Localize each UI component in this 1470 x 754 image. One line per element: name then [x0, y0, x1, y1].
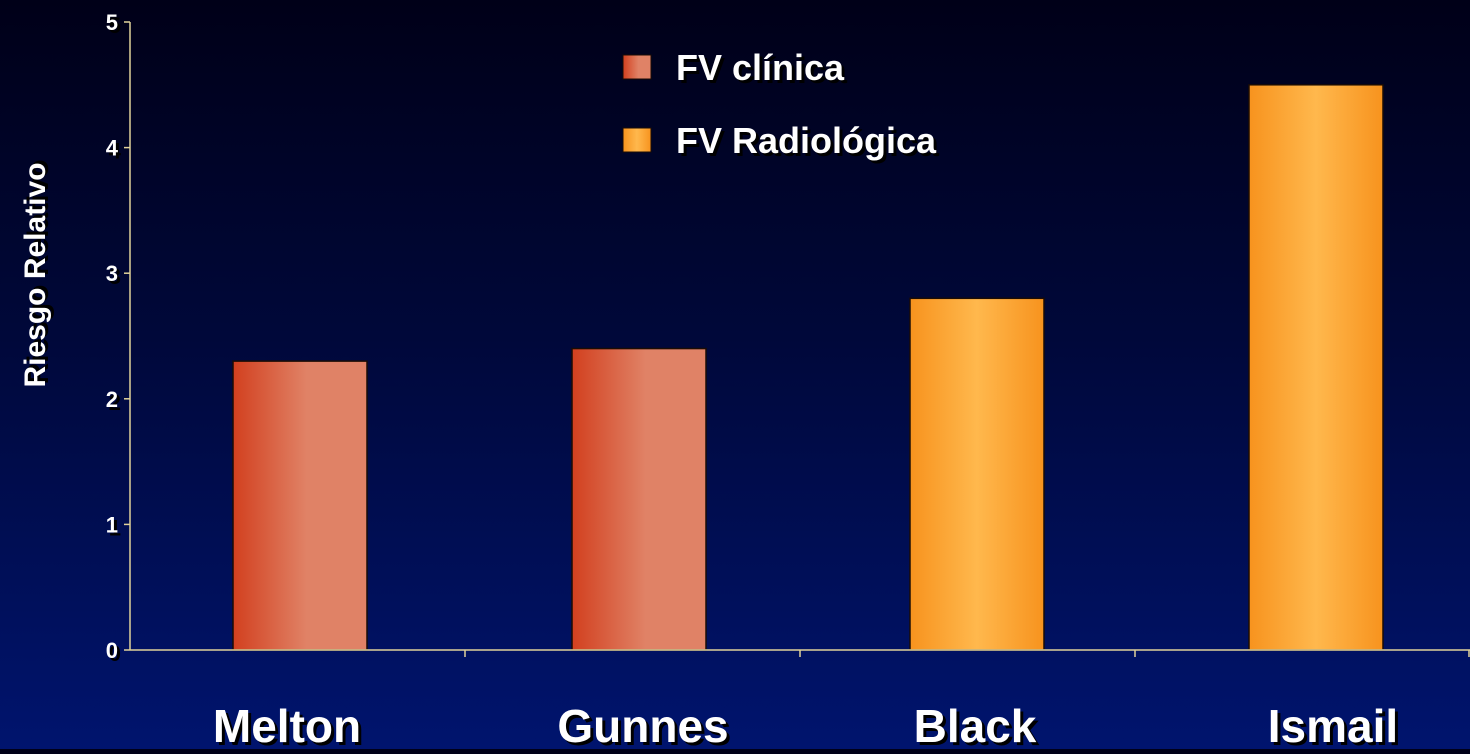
legend-label-shadow: FV Radiológica: [679, 123, 940, 164]
y-tick-label-group: 22: [106, 387, 121, 415]
y-tick-label-shadow: 2: [109, 390, 121, 415]
legend-swatch: [622, 127, 652, 153]
legend-label: FV Radiológica: [676, 120, 937, 161]
bar-black: [909, 297, 1045, 651]
y-axis-label: Riesgo Relativo: [19, 162, 52, 387]
y-tick-label-group: 44: [106, 136, 122, 164]
y-tick-label-shadow: 3: [109, 264, 121, 289]
bars-group: [232, 84, 1384, 651]
y-tick-label-shadow: 4: [109, 139, 122, 164]
x-tick-label: Ismail: [1268, 700, 1398, 749]
y-tick-label: 3: [106, 261, 118, 286]
x-tick-label: Melton: [213, 700, 361, 749]
x-tick-label-shadow: Gunnes: [560, 703, 731, 749]
y-tick-label: 4: [106, 136, 119, 161]
y-tick-label: 5: [106, 10, 118, 35]
x-tick-label-shadow: Melton: [216, 703, 364, 749]
y-ticks-group: 00 11 22 33 44 55: [106, 10, 122, 666]
y-tick-label-group: 55: [106, 10, 121, 38]
legend-label-shadow: FV clínica: [679, 50, 848, 91]
y-tick-label-shadow: 5: [109, 13, 121, 38]
bar-ismail: [1248, 84, 1384, 651]
legend-swatch: [622, 54, 652, 80]
y-tick-label-group: 33: [106, 261, 121, 289]
y-tick-label-group: 00: [106, 638, 121, 666]
y-tick-label: 2: [106, 387, 118, 412]
axes-group: [124, 21, 1470, 657]
x-tick-label: Gunnes: [557, 700, 728, 749]
legend-label: FV clínica: [676, 47, 845, 88]
bar-melton: [232, 360, 368, 651]
x-tick-label: Black: [914, 700, 1037, 749]
y-tick-label-shadow: 1: [109, 515, 121, 540]
y-tick-label-group: 11: [106, 512, 121, 540]
y-tick-label-shadow: 0: [109, 641, 121, 666]
bar-gunnes: [571, 347, 707, 651]
y-tick-label: 0: [106, 638, 118, 663]
y-axis-label-shadow: Riesgo Relativo: [22, 159, 55, 384]
y-tick-label: 1: [106, 512, 118, 537]
x-tick-label-shadow: Black: [917, 703, 1040, 749]
x-tick-label-shadow: Ismail: [1271, 703, 1401, 749]
